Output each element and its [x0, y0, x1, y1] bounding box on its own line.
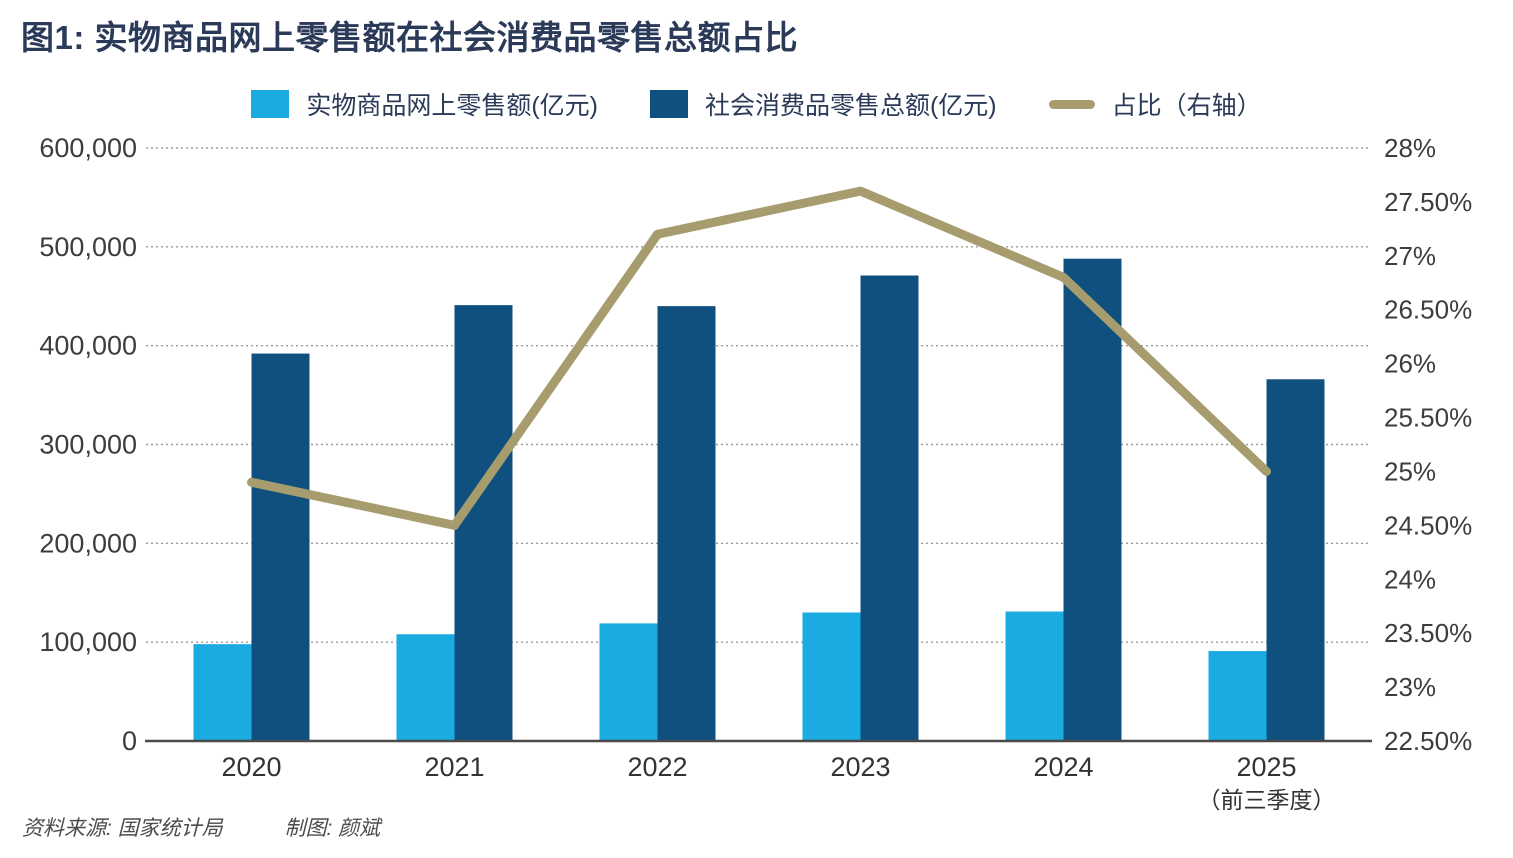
right-axis-tick-label: 22.50%	[1384, 726, 1472, 756]
left-axis-tick-label: 500,000	[39, 232, 137, 262]
source-text: 资料来源: 国家统计局	[22, 817, 223, 840]
right-axis-tick-label: 27%	[1384, 241, 1436, 271]
x-axis-label: 2023	[830, 752, 890, 782]
source-note: 资料来源: 国家统计局 制图: 颜斌	[22, 812, 380, 842]
bar-online-retail	[396, 634, 455, 741]
right-axis-tick-label: 24%	[1384, 564, 1436, 594]
bar-total-retail	[251, 353, 310, 741]
bar-total-retail	[454, 305, 513, 741]
legend-item-total-retail: 社会消费品零售总额(亿元)	[649, 86, 997, 122]
bar-online-retail	[802, 612, 861, 741]
legend-label-online-retail: 实物商品网上零售额(亿元)	[306, 92, 598, 120]
chart-title: 图1: 实物商品网上零售额在社会消费品零售总额占比	[21, 19, 799, 56]
right-axis-tick-label: 24.50%	[1384, 510, 1472, 540]
right-axis-tick-label: 26%	[1384, 349, 1436, 379]
right-axis-tick-label: 23%	[1384, 672, 1436, 702]
legend-item-online-retail: 实物商品网上零售额(亿元)	[251, 86, 598, 122]
x-axis-label: 2025	[1236, 752, 1296, 782]
bar-online-retail	[1005, 611, 1064, 741]
bar-total-retail	[860, 275, 919, 741]
x-axis-label: 2022	[627, 752, 687, 782]
left-axis-tick-label: 100,000	[39, 627, 137, 657]
bar-online-retail	[1208, 651, 1267, 741]
bar-online-retail	[193, 644, 252, 741]
bar-total-retail	[657, 306, 716, 741]
right-axis-tick-label: 26.50%	[1384, 295, 1472, 325]
left-axis-tick-label: 600,000	[39, 133, 137, 163]
right-axis-tick-label: 27.50%	[1384, 187, 1472, 217]
legend-line-swatch-icon	[1048, 99, 1095, 109]
right-axis-tick-label: 25.50%	[1384, 403, 1472, 433]
right-axis-tick-label: 23.50%	[1384, 618, 1472, 648]
right-axis-tick-label: 28%	[1384, 133, 1436, 163]
left-axis-tick-label: 200,000	[39, 528, 137, 558]
legend-label-total-retail: 社会消费品零售总额(亿元)	[704, 92, 997, 120]
legend: 实物商品网上零售额(亿元) 社会消费品零售总额(亿元) 占比（右轴）	[0, 86, 1513, 122]
x-axis-label: 2024	[1033, 752, 1093, 782]
left-axis-tick-label: 300,000	[39, 430, 137, 460]
bar-total-retail	[1266, 379, 1325, 741]
left-axis-tick-label: 400,000	[39, 331, 137, 361]
x-axis-label: 2020	[221, 752, 281, 782]
credit-text: 制图: 颜斌	[284, 817, 381, 840]
legend-swatch-dark-blue	[649, 90, 688, 118]
x-axis-label: 2021	[424, 752, 484, 782]
right-axis-tick-label: 25%	[1384, 456, 1436, 486]
legend-item-ratio: 占比（右轴）	[1048, 86, 1262, 122]
x-axis-sub-label: （前三季度）	[1198, 787, 1336, 813]
legend-label-ratio: 占比（右轴）	[1111, 92, 1262, 120]
bar-total-retail	[1063, 258, 1122, 741]
legend-swatch-light-blue	[251, 90, 290, 118]
bar-online-retail	[599, 623, 658, 741]
left-axis-tick-label: 0	[122, 726, 137, 756]
ratio-line	[247, 186, 1271, 530]
